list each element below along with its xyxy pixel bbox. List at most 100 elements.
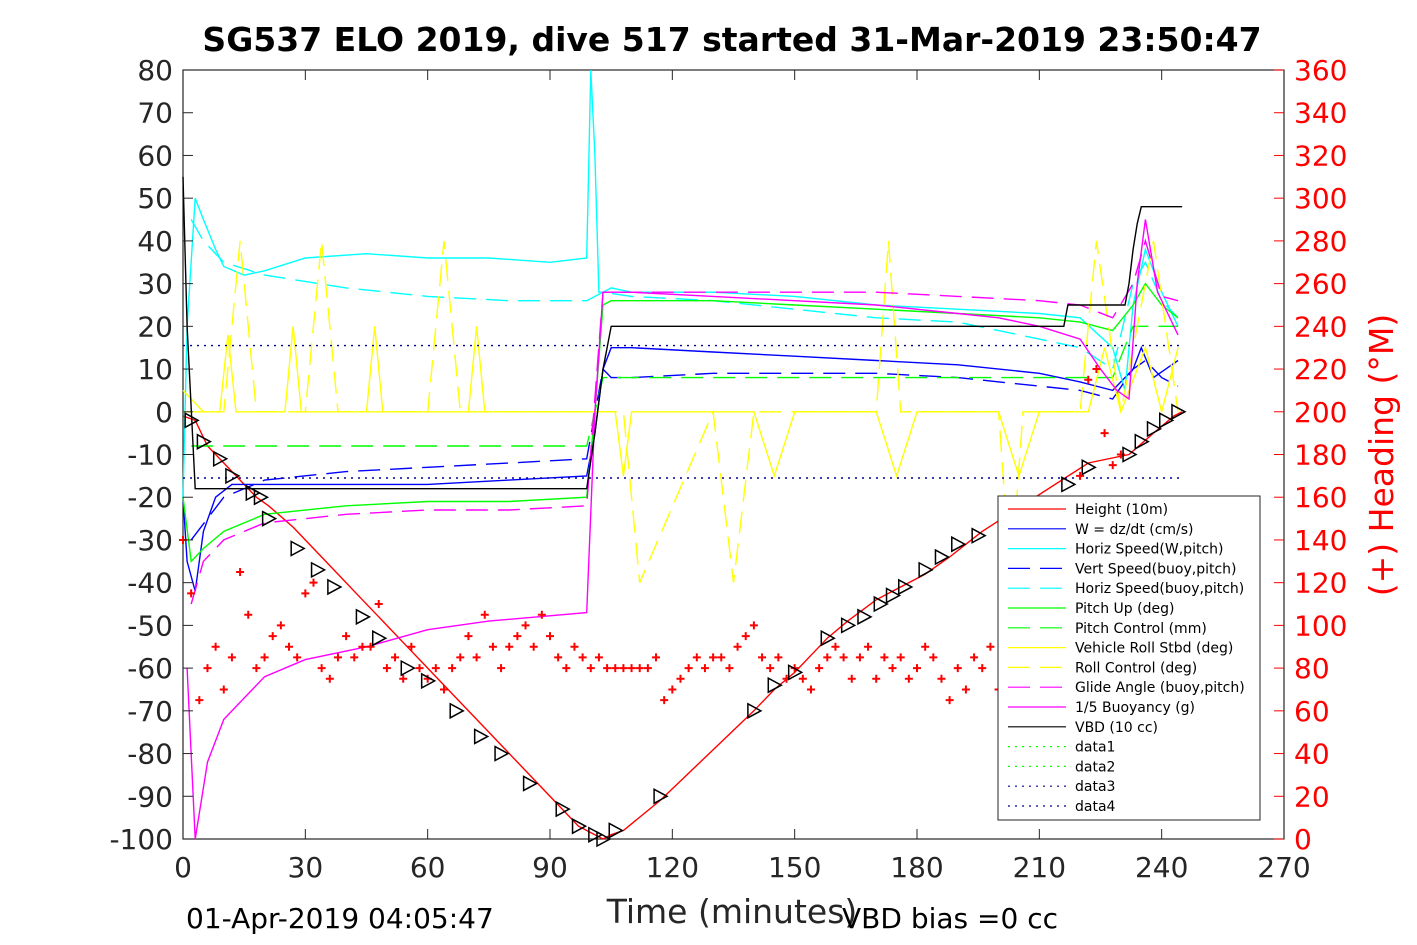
triangle-marker [873, 595, 889, 613]
legend-label-2: Horiz Speed(W,pitch) [1075, 542, 1223, 558]
triangle-marker [449, 702, 465, 720]
heading-point [537, 610, 546, 619]
heading-point [227, 653, 236, 662]
heading-point [529, 642, 538, 651]
heading-point [913, 664, 921, 673]
heading-point [554, 653, 563, 662]
heading-point [521, 621, 530, 630]
x-tick-label: 150 [768, 851, 821, 884]
heading-point [211, 642, 220, 651]
right-axis-label: (+) Heading (°M) [1362, 314, 1401, 596]
footer-vbd-bias: VBD bias =0 cc [842, 902, 1058, 935]
legend-label-12: data1 [1075, 740, 1115, 756]
legend-label-6: Pitch Control (mm) [1075, 621, 1207, 637]
triangle-marker [494, 745, 510, 762]
y-right-tick-label: 40 [1294, 738, 1330, 771]
x-tick-label: 120 [646, 851, 699, 884]
heading-point [700, 664, 709, 673]
triangle-marker [310, 561, 327, 579]
heading-point [374, 600, 383, 609]
triangle-marker [1158, 412, 1175, 429]
triangle-marker [1061, 476, 1077, 493]
triangle-marker [555, 800, 571, 818]
heading-point [219, 685, 228, 694]
heading-point [244, 610, 253, 619]
triangle-marker [588, 826, 604, 843]
triangle-marker [184, 412, 200, 429]
series-line-2 [182, 69, 1179, 498]
heading-point [643, 664, 652, 673]
triangle-marker [971, 527, 987, 544]
heading-point [497, 664, 506, 673]
heading-point [268, 632, 277, 641]
heading-point [439, 685, 448, 694]
triangle-marker [918, 561, 934, 579]
heading-point [382, 664, 391, 673]
heading-point [285, 642, 294, 651]
triangle-marker [522, 775, 539, 792]
heading-point [309, 578, 318, 587]
y-left-tick-label: -90 [127, 780, 173, 813]
x-tick-label: 90 [532, 851, 568, 884]
heading-point [904, 674, 913, 683]
heading-point [1100, 429, 1109, 438]
heading-point [488, 642, 497, 651]
heading-point [333, 653, 342, 662]
heading-point [733, 642, 742, 651]
heading-point [203, 664, 212, 673]
heading-point [570, 642, 579, 651]
series-line-3 [190, 359, 1179, 541]
legend-label-4: Horiz Speed(buoy,pitch) [1075, 581, 1244, 597]
legend-label-1: W = dz/dt (cm/s) [1075, 522, 1194, 538]
heading-point [187, 589, 196, 598]
heading-point [562, 664, 571, 673]
triangle-marker [261, 510, 278, 527]
triangle-marker [608, 822, 624, 839]
series-line-11 [182, 176, 1183, 490]
footer-date: 01-Apr-2019 04:05:47 [186, 902, 494, 935]
triangle-marker [1171, 403, 1187, 421]
x-tick-label: 180 [890, 851, 943, 884]
y-left-tick-label: 30 [137, 268, 173, 301]
heading-point [366, 642, 375, 651]
heading-point [684, 664, 693, 673]
triangle-marker [857, 608, 873, 626]
x-tick-label: 270 [1257, 851, 1310, 884]
triangle-marker [290, 540, 306, 557]
heading-point [586, 664, 595, 673]
triangle-marker [371, 629, 388, 647]
triangle-marker [840, 617, 857, 634]
y-left-tick-label: -40 [127, 567, 173, 600]
heading-point [603, 664, 612, 673]
heading-point [1108, 461, 1117, 470]
heading-point [815, 664, 824, 673]
heading-point [758, 653, 767, 662]
heading-point [1092, 365, 1101, 374]
heading-point [464, 632, 473, 641]
y-left-tick-label: 70 [137, 97, 173, 130]
legend-label-3: Vert Speed(buoy,pitch) [1075, 561, 1237, 577]
triangle-marker [596, 830, 612, 848]
y-left-tick-label: 10 [137, 353, 173, 386]
y-left-tick-label: -60 [127, 652, 173, 685]
x-tick-label: 30 [288, 851, 324, 884]
triangle-marker [196, 433, 212, 450]
y-right-tick-label: 220 [1294, 353, 1347, 386]
x-tick-label: 210 [1013, 851, 1066, 884]
heading-point [431, 664, 440, 673]
series-line-8 [183, 240, 1179, 583]
heading-point [937, 674, 946, 683]
y-right-tick-label: 0 [1294, 823, 1312, 856]
heading-point [725, 664, 734, 673]
heading-point [888, 664, 897, 673]
heading-point [806, 685, 815, 694]
heading-point [692, 653, 701, 662]
triangle-marker [400, 659, 416, 677]
heading-point [978, 664, 987, 673]
triangle-marker [245, 484, 261, 502]
y-right-tick-label: 180 [1294, 439, 1347, 472]
heading-point [619, 664, 628, 673]
marker-layer [184, 403, 1187, 848]
y-left-tick-label: -100 [109, 823, 173, 856]
